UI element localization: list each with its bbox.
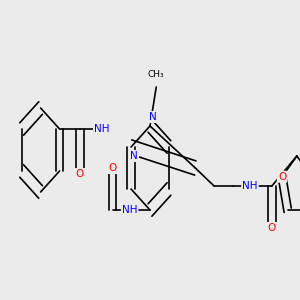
Text: NH: NH	[94, 124, 110, 134]
Text: N: N	[149, 112, 157, 122]
Text: N: N	[130, 151, 138, 161]
Text: NH: NH	[122, 205, 137, 215]
Text: O: O	[76, 169, 84, 179]
Text: NH: NH	[242, 181, 258, 191]
Text: O: O	[278, 172, 286, 182]
Text: CH₃: CH₃	[148, 70, 165, 80]
Text: O: O	[268, 223, 276, 233]
Text: O: O	[108, 163, 117, 173]
